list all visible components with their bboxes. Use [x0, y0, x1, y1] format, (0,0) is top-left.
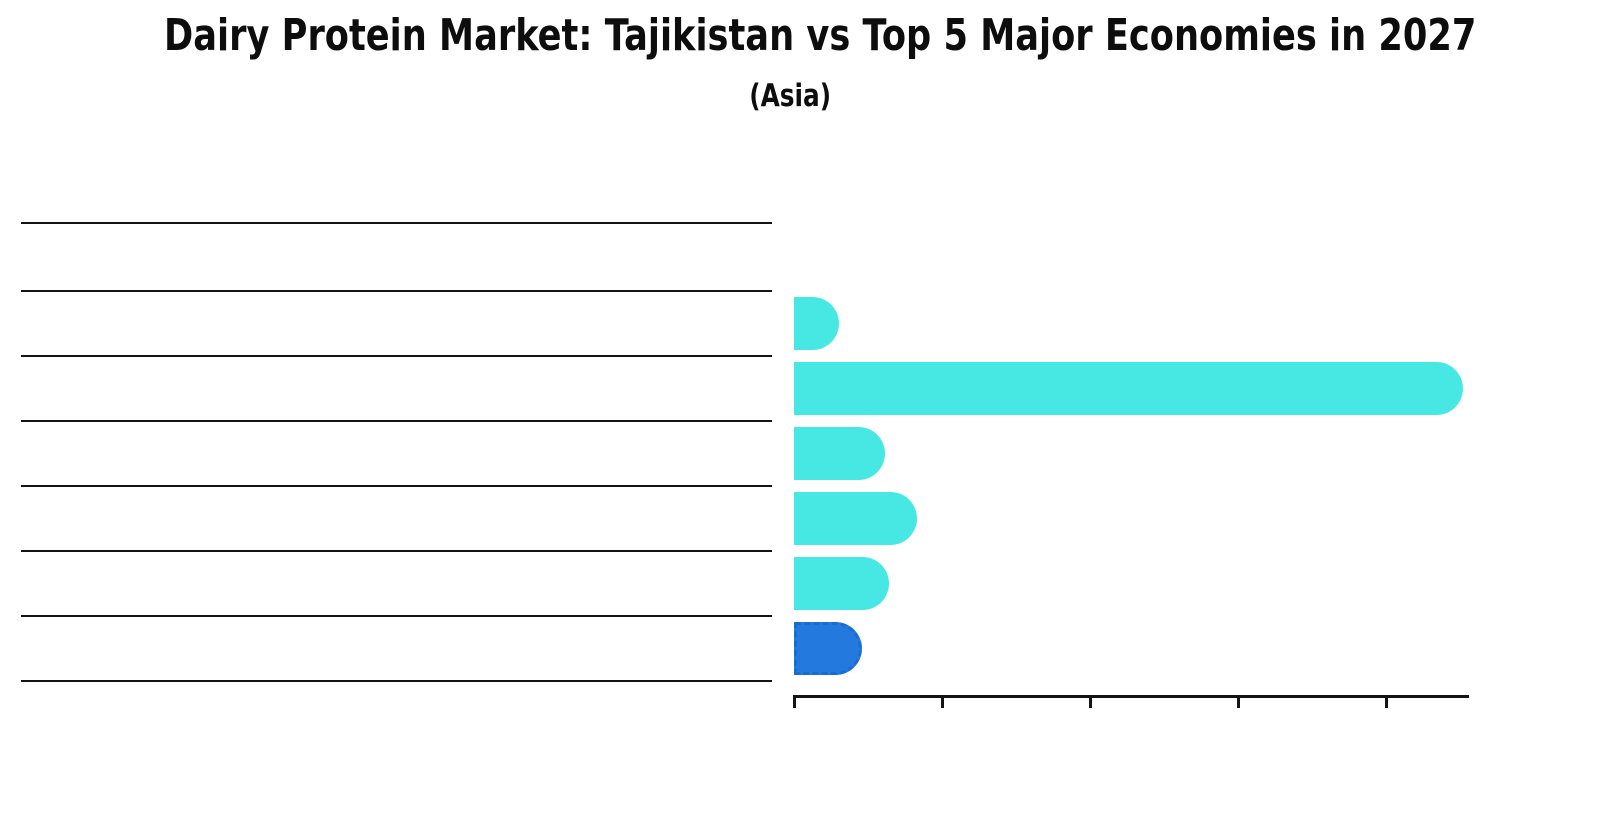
- table-row: [21, 292, 772, 357]
- x-axis-line: [793, 695, 1469, 698]
- life-cycle-cell: [522, 422, 772, 485]
- country-cell: [21, 422, 271, 485]
- bar-korea: [794, 557, 889, 610]
- table-row: [21, 357, 772, 422]
- table-row: [21, 552, 772, 617]
- bar-japan: [794, 427, 885, 480]
- bar-chart: [793, 222, 1604, 782]
- x-tick-mark: [1385, 698, 1388, 708]
- x-tick-label: [1178, 709, 1298, 750]
- x-tick-mark: [1089, 698, 1092, 708]
- product-cell: [271, 422, 521, 485]
- x-tick-label: [734, 709, 854, 750]
- table-header-cell: [271, 224, 521, 290]
- bar-tajikistan: [794, 622, 862, 675]
- life-cycle-cell: [522, 292, 772, 355]
- country-cell: [21, 357, 271, 420]
- country-cell: [21, 617, 271, 680]
- x-tick-mark: [941, 698, 944, 708]
- table-row: [21, 617, 772, 682]
- x-tick-label: [1030, 709, 1150, 750]
- product-cell: [271, 487, 521, 550]
- table-header-row: [21, 224, 772, 292]
- table-row: [21, 422, 772, 487]
- table-body: [21, 292, 772, 682]
- bar-china: [794, 297, 839, 350]
- x-tick-label: [1326, 709, 1446, 750]
- x-tick-label: [882, 709, 1002, 750]
- product-cell: [271, 552, 521, 615]
- x-tick-mark: [793, 698, 796, 708]
- chart-subtitle: (Asia): [749, 78, 831, 114]
- bar-australia: [794, 492, 917, 545]
- bar-india: [794, 362, 1463, 415]
- country-cell: [21, 487, 271, 550]
- x-tick-mark: [1237, 698, 1240, 708]
- table-header-cell: [21, 224, 271, 290]
- country-cell: [21, 292, 271, 355]
- life-cycle-cell: [522, 617, 772, 680]
- chart-title: Dairy Protein Market: Tajikistan vs Top …: [164, 10, 1477, 61]
- country-cell: [21, 552, 271, 615]
- table-row: [21, 487, 772, 552]
- life-cycle-cell: [522, 357, 772, 420]
- product-cell: [271, 292, 521, 355]
- life-cycle-cell: [522, 552, 772, 615]
- product-cell: [271, 357, 521, 420]
- table-header-cell: [522, 224, 772, 290]
- life-cycle-cell: [522, 487, 772, 550]
- country-table: [21, 222, 772, 682]
- product-cell: [271, 617, 521, 680]
